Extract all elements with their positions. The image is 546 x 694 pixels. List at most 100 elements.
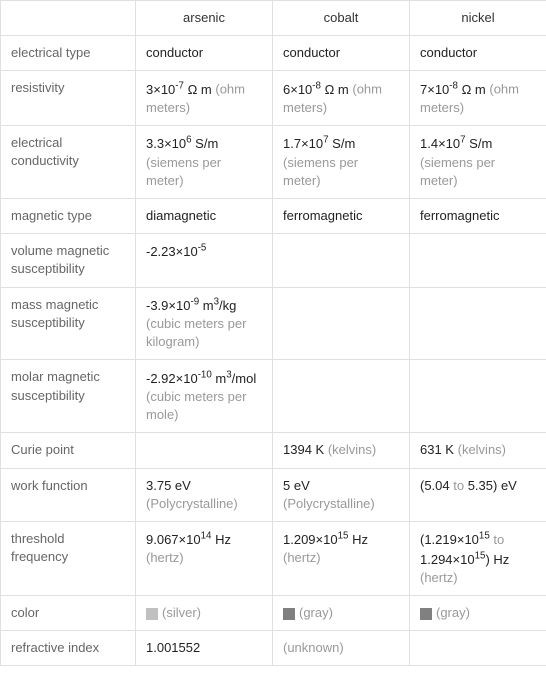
table-cell: 7×10-8 Ω m (ohm meters) bbox=[410, 71, 546, 126]
cell-unit: (unknown) bbox=[283, 640, 344, 655]
cell-unit: (siemens per meter) bbox=[420, 155, 495, 188]
cell-value: 3.75 eV bbox=[146, 478, 191, 493]
cell-value: conductor bbox=[420, 45, 477, 60]
table-cell bbox=[273, 360, 410, 433]
table-cell: -2.92×10-10 m3/mol (cubic meters per mol… bbox=[136, 360, 273, 433]
table-cell bbox=[410, 287, 546, 360]
table-cell: 1394 K (kelvins) bbox=[273, 433, 410, 468]
cell-unit: (hertz) bbox=[283, 550, 321, 565]
cell-unit: (cubic meters per kilogram) bbox=[146, 316, 246, 349]
table-cell: -2.23×10-5 bbox=[136, 234, 273, 287]
properties-table: arsenic cobalt nickel electrical type con… bbox=[0, 0, 546, 666]
row-header: refractive index bbox=[1, 631, 136, 666]
cell-unit: (kelvins) bbox=[458, 442, 506, 457]
cell-unit: (Polycrystalline) bbox=[146, 496, 238, 511]
table-cell: diamagnetic bbox=[136, 198, 273, 233]
color-label: (gray) bbox=[436, 605, 470, 620]
table-cell bbox=[273, 287, 410, 360]
table-cell: conductor bbox=[410, 36, 546, 71]
table-cell: 6×10-8 Ω m (ohm meters) bbox=[273, 71, 410, 126]
table-cell: (5.04 to 5.35) eV bbox=[410, 468, 546, 521]
cell-value: -2.92×10-10 m3/mol bbox=[146, 371, 256, 386]
cell-value: 9.067×1014 Hz bbox=[146, 532, 231, 547]
cell-unit: (kelvins) bbox=[328, 442, 376, 457]
cell-value: 1.7×107 S/m bbox=[283, 136, 355, 151]
table-cell: (1.219×1015 to 1.294×1015) Hz (hertz) bbox=[410, 521, 546, 595]
cell-value: -3.9×10-9 m3/kg bbox=[146, 298, 236, 313]
table-row: electrical type conductor conductor conduct… bbox=[1, 36, 546, 71]
table-row: molar magnetic susceptibility-2.92×10-10… bbox=[1, 360, 546, 433]
table-row: refractive index1.001552 (unknown) bbox=[1, 631, 546, 666]
cell-value: diamagnetic bbox=[146, 208, 216, 223]
row-header: work function bbox=[1, 468, 136, 521]
col-header-arsenic: arsenic bbox=[136, 1, 273, 36]
table-cell: 9.067×1014 Hz (hertz) bbox=[136, 521, 273, 595]
cell-value: 631 K bbox=[420, 442, 454, 457]
cell-value: (5.04 to 5.35) eV bbox=[420, 478, 517, 493]
col-header-cobalt: cobalt bbox=[273, 1, 410, 36]
row-header: electrical type bbox=[1, 36, 136, 71]
color-label: (silver) bbox=[162, 605, 201, 620]
cell-value: (1.219×1015 to 1.294×1015) Hz bbox=[420, 532, 509, 567]
table-row: volume magnetic susceptibility -2.23×10-5 bbox=[1, 234, 546, 287]
cell-unit: (hertz) bbox=[146, 550, 184, 565]
color-label: (gray) bbox=[299, 605, 333, 620]
table-row: electrical conductivity3.3×106 S/m (siem… bbox=[1, 126, 546, 199]
table-cell: 5 eV (Polycrystalline) bbox=[273, 468, 410, 521]
row-header: mass magnetic susceptibility bbox=[1, 287, 136, 360]
table-cell: 3.75 eV (Polycrystalline) bbox=[136, 468, 273, 521]
row-header: color bbox=[1, 596, 136, 631]
table-cell: (unknown) bbox=[273, 631, 410, 666]
table-cell: 1.7×107 S/m (siemens per meter) bbox=[273, 126, 410, 199]
table-cell bbox=[410, 360, 546, 433]
row-header: magnetic type bbox=[1, 198, 136, 233]
table-row: magnetic type diamagnetic ferromagnetic fer… bbox=[1, 198, 546, 233]
table-cell bbox=[410, 234, 546, 287]
table-cell: conductor bbox=[136, 36, 273, 71]
cell-value: 3.3×106 S/m bbox=[146, 136, 218, 151]
row-header: threshold frequency bbox=[1, 521, 136, 595]
table-cell: (silver) bbox=[136, 596, 273, 631]
table-cell bbox=[410, 631, 546, 666]
cell-value: 1.4×107 S/m bbox=[420, 136, 492, 151]
table-cell: ferromagnetic bbox=[410, 198, 546, 233]
table-row: color (silver) (gray) (gray) bbox=[1, 596, 546, 631]
cell-value: conductor bbox=[283, 45, 340, 60]
cell-value: conductor bbox=[146, 45, 203, 60]
cell-value: ferromagnetic bbox=[420, 208, 499, 223]
table-cell: 1.209×1015 Hz (hertz) bbox=[273, 521, 410, 595]
table-cell: 1.001552 bbox=[136, 631, 273, 666]
cell-value: -2.23×10-5 bbox=[146, 244, 206, 259]
cell-value: 3×10-7 Ω m bbox=[146, 82, 212, 97]
cell-unit: (hertz) bbox=[420, 570, 458, 585]
table-row: Curie point1394 K (kelvins)631 K (kelvin… bbox=[1, 433, 546, 468]
table-row: work function3.75 eV (Polycrystalline)5 … bbox=[1, 468, 546, 521]
row-header: resistivity bbox=[1, 71, 136, 126]
table-cell bbox=[136, 433, 273, 468]
table-cell: conductor bbox=[273, 36, 410, 71]
table-cell: 631 K (kelvins) bbox=[410, 433, 546, 468]
cell-value: 6×10-8 Ω m bbox=[283, 82, 349, 97]
table-cell: 3×10-7 Ω m (ohm meters) bbox=[136, 71, 273, 126]
table-row: threshold frequency9.067×1014 Hz (hertz)… bbox=[1, 521, 546, 595]
row-header: Curie point bbox=[1, 433, 136, 468]
table-cell bbox=[273, 234, 410, 287]
cell-value: 1394 K bbox=[283, 442, 324, 457]
row-header: electrical conductivity bbox=[1, 126, 136, 199]
cell-unit: (siemens per meter) bbox=[283, 155, 358, 188]
table-cell: -3.9×10-9 m3/kg (cubic meters per kilogr… bbox=[136, 287, 273, 360]
color-swatch bbox=[146, 608, 158, 620]
color-swatch bbox=[283, 608, 295, 620]
table-cell: ferromagnetic bbox=[273, 198, 410, 233]
table-header-row: arsenic cobalt nickel bbox=[1, 1, 546, 36]
table-cell: (gray) bbox=[410, 596, 546, 631]
cell-unit: (cubic meters per mole) bbox=[146, 389, 246, 422]
cell-value: 7×10-8 Ω m bbox=[420, 82, 486, 97]
table-row: mass magnetic susceptibility-3.9×10-9 m3… bbox=[1, 287, 546, 360]
cell-unit: (siemens per meter) bbox=[146, 155, 221, 188]
cell-value: 5 eV bbox=[283, 478, 310, 493]
row-header: volume magnetic susceptibility bbox=[1, 234, 136, 287]
table-cell: 3.3×106 S/m (siemens per meter) bbox=[136, 126, 273, 199]
cell-value: 1.209×1015 Hz bbox=[283, 532, 368, 547]
table-cell: 1.4×107 S/m (siemens per meter) bbox=[410, 126, 546, 199]
